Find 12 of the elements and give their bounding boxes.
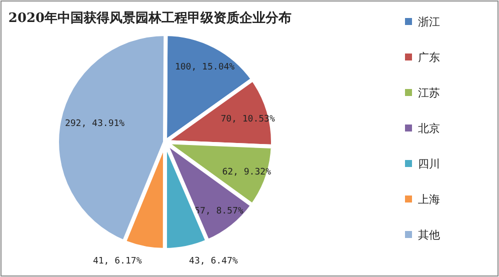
data-label: 100, 15.04% xyxy=(174,62,236,72)
legend-label: 广东 xyxy=(418,51,440,64)
data-label: 43, 6.47% xyxy=(189,256,238,267)
legend-label: 北京 xyxy=(418,122,440,135)
data-label: 292, 43.91% xyxy=(64,119,126,130)
legend-label: 上海 xyxy=(418,193,440,206)
data-label: 41, 6.17% xyxy=(92,256,142,267)
legend-label: 其他 xyxy=(418,228,440,242)
legend-label: 江苏 xyxy=(418,86,440,100)
legend-label: 浙江 xyxy=(418,16,440,28)
chart-title: 2020年中国获得风景园林工程甲级资质企业分布 xyxy=(8,10,292,26)
legend-label: 四川 xyxy=(418,158,440,170)
